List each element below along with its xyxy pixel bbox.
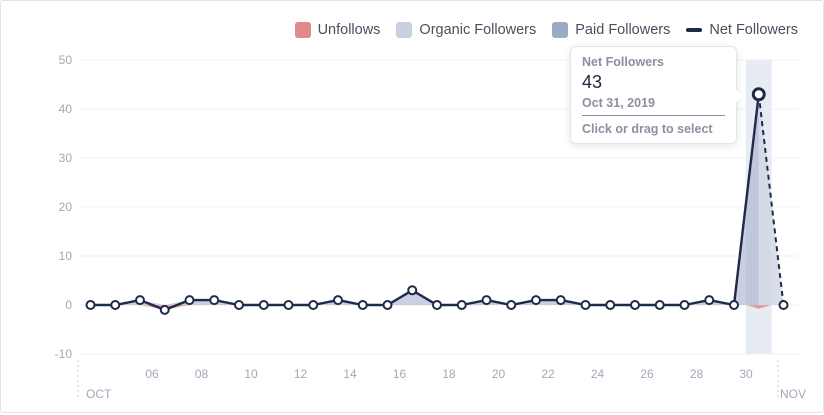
- x-tick-label: 06: [145, 367, 159, 381]
- data-point: [778, 300, 789, 310]
- x-tick-label: 16: [393, 367, 407, 381]
- data-point: [630, 300, 640, 310]
- legend-label-net-followers: Net Followers: [709, 22, 798, 38]
- tooltip-date: Oct 31, 2019: [582, 96, 655, 110]
- y-tick-label: 10: [59, 249, 73, 263]
- data-point: [258, 300, 269, 310]
- y-tick-label: 50: [59, 53, 73, 67]
- data-point: [679, 300, 690, 310]
- legend-label-unfollows: Unfollows: [317, 22, 381, 38]
- unfollows-swatch: [294, 22, 311, 38]
- net-followers-line: [90, 94, 760, 312]
- data-point: [159, 304, 170, 315]
- data-point: [135, 295, 145, 306]
- x-tick-label: 30: [739, 367, 753, 381]
- highlighted-data-point: [751, 87, 766, 102]
- data-point: [357, 300, 368, 310]
- tooltip-divider: [582, 115, 725, 116]
- organic-followers-swatch: [396, 22, 413, 38]
- legend-item-unfollows[interactable]: Unfollows: [294, 22, 381, 38]
- x-tick-label: 18: [442, 367, 456, 381]
- chart-tooltip: Net Followers 43 Oct 31, 2019 Click or d…: [570, 46, 737, 144]
- data-point: [729, 300, 739, 310]
- net-followers-swatch: [686, 28, 703, 32]
- data-point: [283, 300, 294, 310]
- data-point: [432, 300, 442, 310]
- unfollows-area: [746, 305, 771, 309]
- x-tick-label: 12: [294, 367, 308, 381]
- data-point: [85, 300, 96, 310]
- data-point: [184, 295, 195, 306]
- x-tick-label: 26: [640, 367, 654, 381]
- y-tick-label: 0: [65, 298, 72, 312]
- x-tick-label: 14: [343, 367, 357, 381]
- series-lines: [90, 94, 785, 312]
- data-point: [555, 295, 566, 306]
- data-point: [209, 295, 220, 306]
- x-tick-label: 22: [541, 367, 555, 381]
- data-point: [531, 295, 541, 306]
- data-point: [605, 300, 616, 310]
- legend-item-organic-followers[interactable]: Organic Followers: [396, 22, 536, 38]
- data-point: [407, 285, 418, 296]
- y-tick-label: -10: [55, 347, 73, 361]
- tooltip-arrow: [735, 89, 742, 103]
- data-point: [654, 300, 665, 310]
- legend-label-organic-followers: Organic Followers: [419, 22, 537, 38]
- chart-legend: Unfollows Organic Followers Paid Followe…: [279, 22, 798, 38]
- x-month-label: OCT: [86, 387, 112, 401]
- legend-label-paid-followers: Paid Followers: [575, 22, 671, 38]
- x-tick-label: 28: [690, 367, 704, 381]
- x-tick-label: 08: [195, 367, 209, 381]
- data-point: [234, 300, 244, 310]
- x-tick-label: 24: [591, 367, 605, 381]
- data-point: [481, 295, 492, 306]
- projected-area: [758, 94, 784, 305]
- data-point: [110, 300, 121, 310]
- data-point: [704, 295, 715, 306]
- data-point: [382, 300, 393, 310]
- x-tick-label: 10: [244, 367, 258, 381]
- x-month-label: NOV: [780, 387, 806, 401]
- paid-followers-swatch: [552, 22, 569, 38]
- x-axis-ticks: 06 08 10 12 14 16 18 20 22 24 26 28 30 OCT NOV: [77, 360, 806, 401]
- y-tick-label: 40: [59, 102, 73, 116]
- y-tick-label: 30: [59, 151, 73, 165]
- tooltip-hint: Click or drag to select: [582, 122, 713, 136]
- x-tick-label: 20: [492, 367, 506, 381]
- y-axis-ticks: -10 0 10 20 30 40 50: [55, 53, 73, 361]
- data-points: [85, 87, 789, 315]
- y-tick-label: 20: [59, 200, 73, 214]
- data-point: [580, 300, 591, 310]
- legend-item-paid-followers[interactable]: Paid Followers: [552, 22, 670, 38]
- legend-item-net-followers[interactable]: Net Followers: [686, 22, 798, 38]
- data-point: [456, 300, 467, 310]
- data-point: [308, 300, 319, 310]
- data-point: [333, 295, 343, 306]
- tooltip-title: Net Followers: [582, 55, 664, 69]
- data-point: [506, 300, 517, 310]
- tooltip-value: 43: [582, 72, 603, 92]
